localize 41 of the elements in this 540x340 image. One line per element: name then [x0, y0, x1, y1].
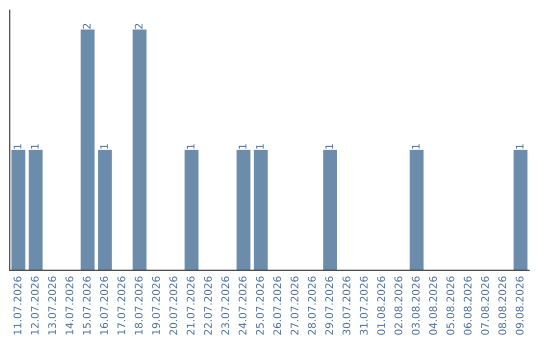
- data-label: 1: [30, 144, 39, 149]
- x-tick-label: 19.07.2026: [152, 276, 160, 334]
- x-tick-label: 13.07.2026: [48, 276, 56, 334]
- x-tick-label: 24.07.2026: [238, 276, 247, 335]
- data-label: 1: [14, 144, 22, 149]
- x-tick-label: 11.07.2026: [14, 276, 22, 334]
- x-tick-label: 16.07.2026: [100, 276, 108, 334]
- x-tick-label: 22.07.2026: [204, 276, 212, 335]
- x-tick-label: 25.07.2026: [256, 276, 264, 335]
- x-tick-label: 04.08.2026: [429, 276, 437, 335]
- data-label: 1: [516, 144, 524, 149]
- x-tick-label: 09.08.2026: [516, 276, 524, 335]
- x-tick-label: 08.08.2026: [498, 276, 506, 335]
- data-label: 1: [238, 144, 246, 149]
- x-tick-label: 03.08.2026: [412, 276, 420, 335]
- x-tick-label: 01.08.2026: [377, 276, 386, 335]
- x-tick-label: 17.07.2026: [117, 276, 126, 334]
- x-tick-label: 07.08.2026: [481, 276, 489, 335]
- x-tick-label: 14.07.2026: [65, 276, 74, 334]
- x-tick-label: 05.08.2026: [446, 276, 454, 335]
- x-tick-label: 21.07.2026: [186, 276, 195, 335]
- x-tick-label: 26.07.2026: [273, 276, 282, 335]
- data-label: 1: [256, 144, 264, 149]
- data-label: 1: [325, 144, 333, 149]
- data-label: 1: [412, 144, 420, 149]
- x-tick-label: 15.07.2026: [82, 276, 91, 334]
- data-label: 2: [82, 24, 91, 29]
- x-tick-label: 20.07.2026: [169, 276, 178, 335]
- x-tick-label: 02.08.2026: [394, 276, 402, 335]
- x-tick-label: 30.07.2026: [342, 276, 350, 335]
- x-tick-label: 18.07.2026: [134, 276, 143, 334]
- x-tick-label: 29.07.2026: [325, 276, 334, 335]
- x-tick-label: 28.07.2026: [308, 276, 316, 335]
- data-label: 1: [100, 144, 108, 149]
- data-label: 2: [134, 24, 142, 29]
- x-tick-label: 06.08.2026: [464, 276, 472, 335]
- data-label: 1: [186, 144, 194, 149]
- x-tick-label: 23.07.2026: [221, 276, 230, 335]
- x-tick-label: 27.07.2026: [290, 276, 298, 335]
- x-tick-label: 31.07.2026: [360, 276, 368, 335]
- x-tick-label: 12.07.2026: [30, 276, 39, 334]
